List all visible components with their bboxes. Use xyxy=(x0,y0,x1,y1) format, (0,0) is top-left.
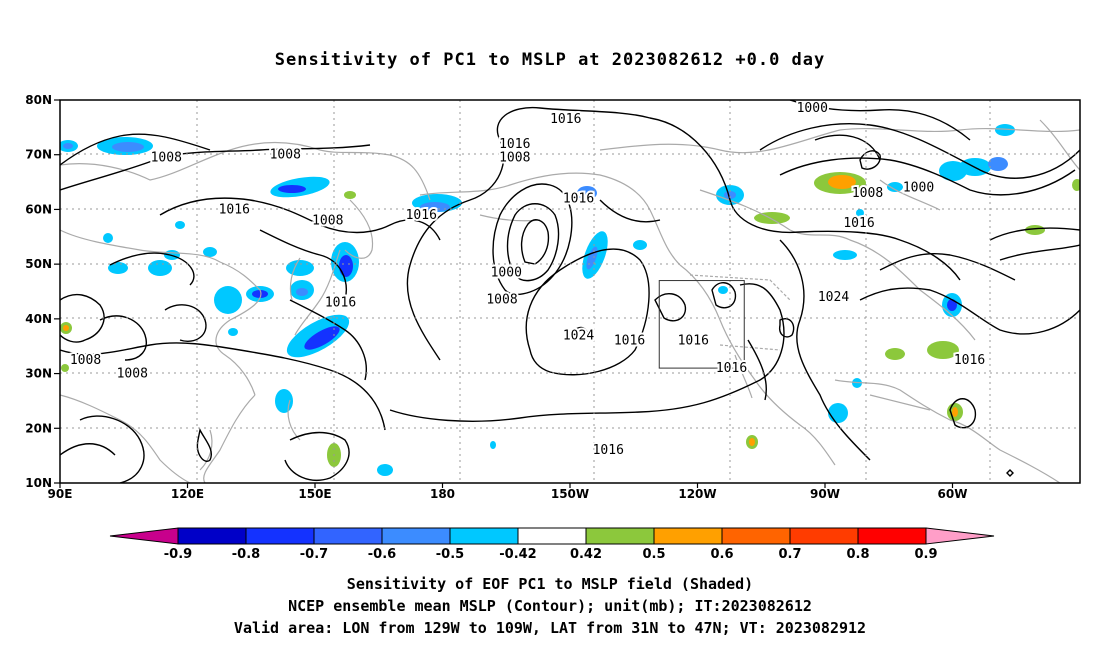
contour-label: 1016 xyxy=(219,202,250,217)
caption-line-2: NCEP ensemble mean MSLP (Contour); unit(… xyxy=(288,597,812,615)
colorbar-box xyxy=(857,527,927,545)
contour-label: 1000 xyxy=(797,101,828,116)
lat-label-80N: 80N xyxy=(25,93,52,107)
latitude-labels: 80N 70N 60N 50N 40N 30N 20N 10N xyxy=(25,93,60,490)
colorbar-label: -0.7 xyxy=(300,547,328,562)
contour-label: 1016 xyxy=(563,191,594,206)
caption: Sensitivity of EOF PC1 to MSLP field (Sh… xyxy=(0,573,1100,639)
colorbar-box xyxy=(517,527,587,545)
caption-line-1: Sensitivity of EOF PC1 to MSLP field (Sh… xyxy=(346,575,754,593)
lat-label-20N: 20N xyxy=(25,421,52,435)
colorbar-box xyxy=(177,527,247,545)
map-title: Sensitivity of PC1 to MSLP at 2023082612… xyxy=(274,50,826,70)
contour-label: 1000 xyxy=(491,265,522,280)
contour-label: 1016 xyxy=(843,216,874,231)
colorbar-box xyxy=(245,527,315,545)
contour-label: 1008 xyxy=(151,150,182,165)
caption-line-3: Valid area: LON from 129W to 109W, LAT f… xyxy=(233,619,867,637)
contour-label: 1024 xyxy=(563,328,594,343)
contour-label: 1000 xyxy=(903,181,934,196)
contour-label: 1016 xyxy=(499,137,530,152)
contour-label: 1024 xyxy=(818,290,849,305)
lat-label-50N: 50N xyxy=(25,257,52,271)
colorbar-label: -0.8 xyxy=(232,547,260,562)
mslp-contours xyxy=(60,100,1080,483)
colorbar-label: 0.42 xyxy=(570,547,602,562)
lon-label-180: 180 xyxy=(430,487,455,501)
colorbar-right-arrow xyxy=(925,527,995,545)
contour-label: 1008 xyxy=(486,293,517,308)
colorbar-box xyxy=(789,527,859,545)
lon-label-120W: 120W xyxy=(678,487,716,501)
colorbar-box xyxy=(449,527,519,545)
colorbar-label: 0.9 xyxy=(914,547,937,562)
lat-label-30N: 30N xyxy=(25,367,52,381)
colorbar-box xyxy=(721,527,791,545)
contour-label: 1008 xyxy=(117,367,148,382)
contour-label: 1016 xyxy=(954,353,985,368)
lat-label-60N: 60N xyxy=(25,202,52,216)
lon-label-150W: 150W xyxy=(551,487,589,501)
grid-lines xyxy=(60,100,1080,483)
contour-label: 1016 xyxy=(593,443,624,458)
colorbar-label: 0.8 xyxy=(846,547,869,562)
lat-label-40N: 40N xyxy=(25,312,52,326)
colorbar-box xyxy=(381,527,451,545)
lat-label-10N: 10N xyxy=(25,476,52,490)
colorbar: -0.9 -0.8 -0.7 -0.6 -0.5 -0.42 0.42 0.5 0.6 0.7 0.… xyxy=(109,527,995,562)
contour-label: 1008 xyxy=(70,353,101,368)
colorbar-label: -0.9 xyxy=(164,547,192,562)
contour-label: 1016 xyxy=(716,361,747,376)
lat-label-70N: 70N xyxy=(25,148,52,162)
lon-label-150E: 150E xyxy=(298,487,331,501)
coastlines xyxy=(60,119,1080,483)
colorbar-label: 0.7 xyxy=(778,547,801,562)
sensitivity-shading xyxy=(60,124,1080,476)
longitude-labels: 90E 120E 150E 180 150W 120W 90W 60W xyxy=(48,483,968,501)
colorbar-box xyxy=(653,527,723,545)
colorbar-label: 0.5 xyxy=(642,547,665,562)
colorbar-box xyxy=(585,527,655,545)
colorbar-label: 0.6 xyxy=(710,547,733,562)
colorbar-box xyxy=(313,527,383,545)
lon-label-90W: 90W xyxy=(810,487,840,501)
contour-label: 1016 xyxy=(325,295,356,310)
lon-label-90E: 90E xyxy=(48,487,73,501)
colorbar-label: -0.42 xyxy=(499,547,536,562)
colorbar-label: -0.6 xyxy=(368,547,396,562)
contour-label: 1008 xyxy=(852,186,883,201)
colorbar-label: -0.5 xyxy=(436,547,464,562)
contour-label: 1016 xyxy=(614,334,645,349)
lon-label-120E: 120E xyxy=(171,487,204,501)
lon-label-60W: 60W xyxy=(938,487,968,501)
contour-label: 1016 xyxy=(550,112,581,127)
contour-label: 1008 xyxy=(499,150,530,165)
contour-label: 1008 xyxy=(270,148,301,163)
valid-area-box xyxy=(658,280,745,369)
contour-label: 1016 xyxy=(678,334,709,349)
contour-label: 1016 xyxy=(406,208,437,223)
map-frame xyxy=(59,99,1081,484)
colorbar-left-arrow xyxy=(109,527,179,545)
contour-label: 1008 xyxy=(312,213,343,228)
